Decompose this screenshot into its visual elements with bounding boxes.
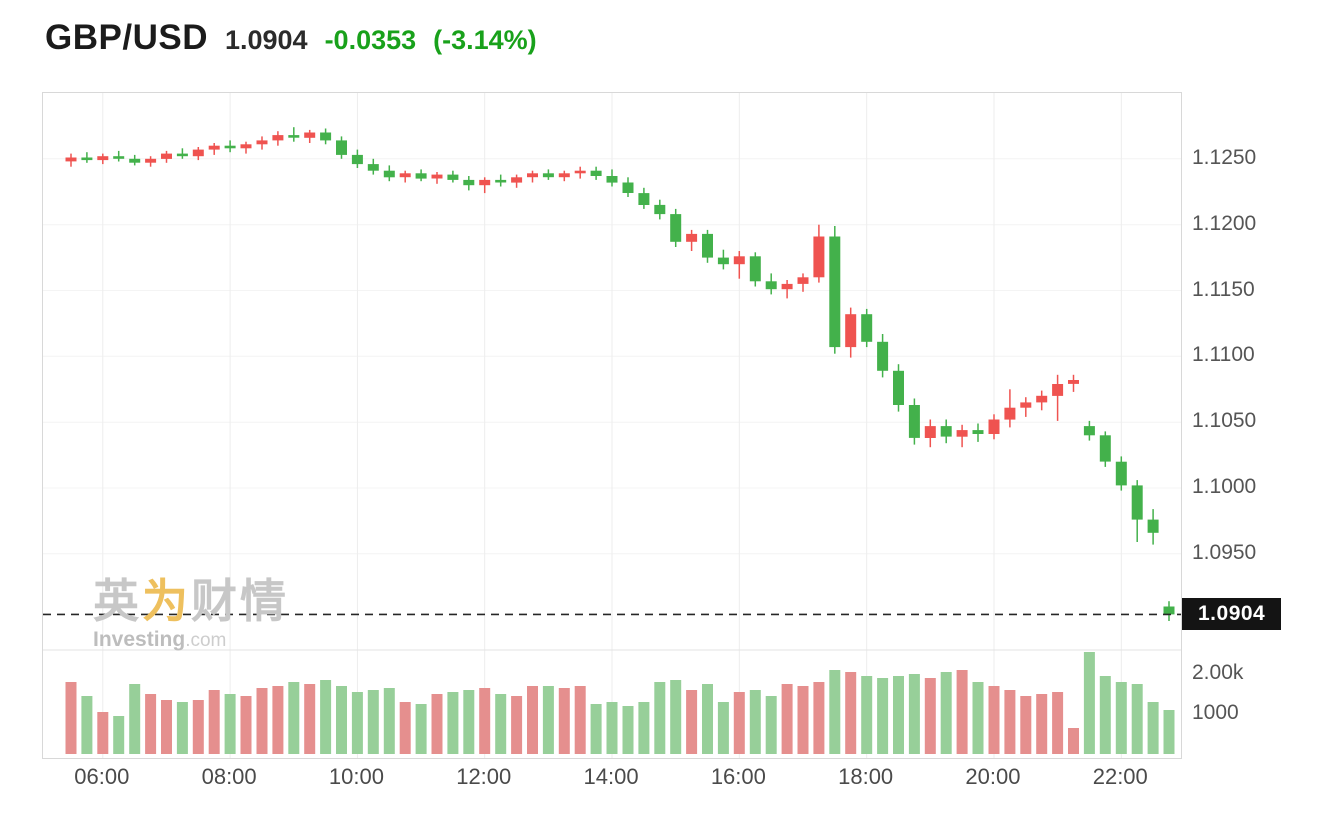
x-axis-label: 20:00 bbox=[965, 764, 1021, 789]
y-axis-label: 1.0950 bbox=[1192, 540, 1257, 564]
y-axis-label: 1.1200 bbox=[1192, 211, 1257, 235]
last-price-tag: 1.0904 bbox=[1182, 598, 1282, 631]
y-axis-label: 1.1250 bbox=[1192, 145, 1257, 169]
price-change-percent: (-3.14%) bbox=[433, 25, 537, 55]
candlestick-chart[interactable] bbox=[43, 93, 1181, 758]
quote-header: GBP/USD 1.0904 -0.0353 (-3.14%) bbox=[45, 18, 537, 58]
volume-axis-label: 2.00k bbox=[1192, 661, 1244, 684]
chart-area[interactable]: 英为财情 Investing.com bbox=[42, 92, 1182, 759]
x-axis-label: 10:00 bbox=[328, 764, 384, 789]
price-change: -0.0353 bbox=[324, 25, 417, 55]
x-axis-label: 16:00 bbox=[710, 764, 766, 789]
x-axis-label: 06:00 bbox=[74, 764, 130, 789]
x-axis-label: 08:00 bbox=[201, 764, 257, 789]
x-axis-label: 18:00 bbox=[838, 764, 894, 789]
y-axis-label: 1.1050 bbox=[1192, 409, 1257, 433]
y-axis-label: 1.1150 bbox=[1192, 277, 1255, 301]
y-axis-label: 1.1100 bbox=[1192, 343, 1255, 367]
symbol-title: GBP/USD bbox=[45, 18, 208, 57]
x-axis-label: 22:00 bbox=[1092, 764, 1148, 789]
x-axis-label: 12:00 bbox=[456, 764, 512, 789]
last-price: 1.0904 bbox=[224, 25, 308, 55]
volume-axis-label: 1000 bbox=[1192, 701, 1239, 724]
y-axis-label: 1.1000 bbox=[1192, 475, 1257, 498]
x-axis-label: 14:00 bbox=[583, 764, 639, 789]
